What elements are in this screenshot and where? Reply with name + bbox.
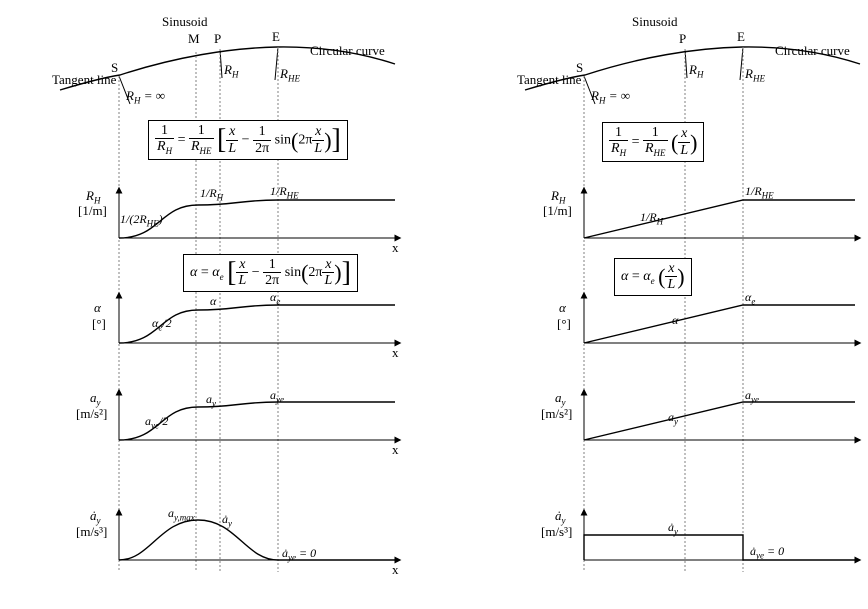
formula-right-1: 1RH = 1RHE (xL) [602,122,704,162]
ylab-alpha-unit-right: [°] [557,316,571,332]
ann-half2rhe: 1/(2RHE) [120,212,163,228]
pt-E-left: E [272,29,280,45]
pt-P-left: P [214,31,221,47]
ann-oneRH-r: 1/RH [640,210,663,226]
lbl-rhe-right: RHE [745,66,765,84]
ann-aydot-c-r: ȧy [668,520,678,536]
heading-sinusoid-right: Sinusoid [632,14,678,30]
ann-aymax: ay,max [168,506,195,522]
lbl-rh-right: RH [689,62,703,80]
lbl-rhinf-right: RH = ∞ [591,88,630,106]
ann-oneRHE: 1/RHE [270,184,299,200]
ann-alphae-r: αe [745,290,755,306]
ann-alphae2: αe/2 [152,316,172,332]
heading-circular-right: Circular curve [775,43,850,59]
pt-M-left: M [188,31,200,47]
ann-alphae: αe [270,290,280,306]
plot-RH-right [584,188,860,238]
ylab-alpha-left: α [94,300,101,316]
xlab-2-left: x [392,345,399,361]
lbl-rhe-left: RHE [280,66,300,84]
ann-oneRHE-r: 1/RHE [745,184,774,200]
ylab-RH-unit-left: [1/m] [78,203,107,219]
ann-aydote0-left: ȧye = 0 [282,546,316,562]
ann-oneRH: 1/RH [200,186,223,202]
ann-alpha-c: α [210,294,216,309]
ylab-alpha-unit-left: [°] [92,316,106,332]
formula-right-2: α = αe (xL) [614,258,692,296]
ylab-aydot-unit-left: [m/s³] [76,524,107,540]
pt-E-right: E [737,29,745,45]
formula-left-2: α = αe [xL − 12π sin(2πxL)] [183,254,358,292]
plot-aydot-left [119,510,400,560]
ann-aye-r: aye [745,388,759,404]
ylab-aydot-unit-right: [m/s³] [541,524,572,540]
ylab-ay-right: ay [555,390,566,408]
ann-aye2: aye/2 [145,414,168,430]
xlab-3-left: x [392,442,399,458]
ann-ay-c-r: ay [668,410,678,426]
heading-circular-left: Circular curve [310,43,385,59]
ylab-ay-unit-right: [m/s²] [541,406,572,422]
ylab-ay-unit-left: [m/s²] [76,406,107,422]
ann-aydote0-r: ȧye = 0 [750,544,784,560]
ylab-alpha-right: α [559,300,566,316]
plot-aydot-right [584,510,860,560]
ylab-RH-unit-right: [1/m] [543,203,572,219]
formula-left-1: 1RH = 1RHE [xL − 12π sin(2πxL)] [148,120,348,160]
ann-aye: aye [270,388,284,404]
ann-alpha-c-r: α [672,313,678,328]
xlab-1-left: x [392,240,399,256]
pt-P-right: P [679,31,686,47]
plot-ay-right [584,390,860,440]
pt-S-left: S [111,60,118,76]
heading-tangent-left: Tangent line [52,72,116,88]
pt-S-right: S [576,60,583,76]
lbl-rhinf-left: RH = ∞ [126,88,165,106]
ylab-ay-left: ay [90,390,101,408]
heading-tangent-right: Tangent line [517,72,581,88]
ylab-aydot-right: ȧy [555,508,566,526]
xlab-4-left: x [392,562,399,578]
heading-sinusoid-left: Sinusoid [162,14,208,30]
lbl-rh-left: RH [224,62,238,80]
ann-ay-c: ay [206,392,216,408]
plot-alpha-right [584,293,860,343]
ann-aydot-c-left: ȧy [222,512,232,528]
ylab-aydot-left: ȧy [90,508,101,526]
